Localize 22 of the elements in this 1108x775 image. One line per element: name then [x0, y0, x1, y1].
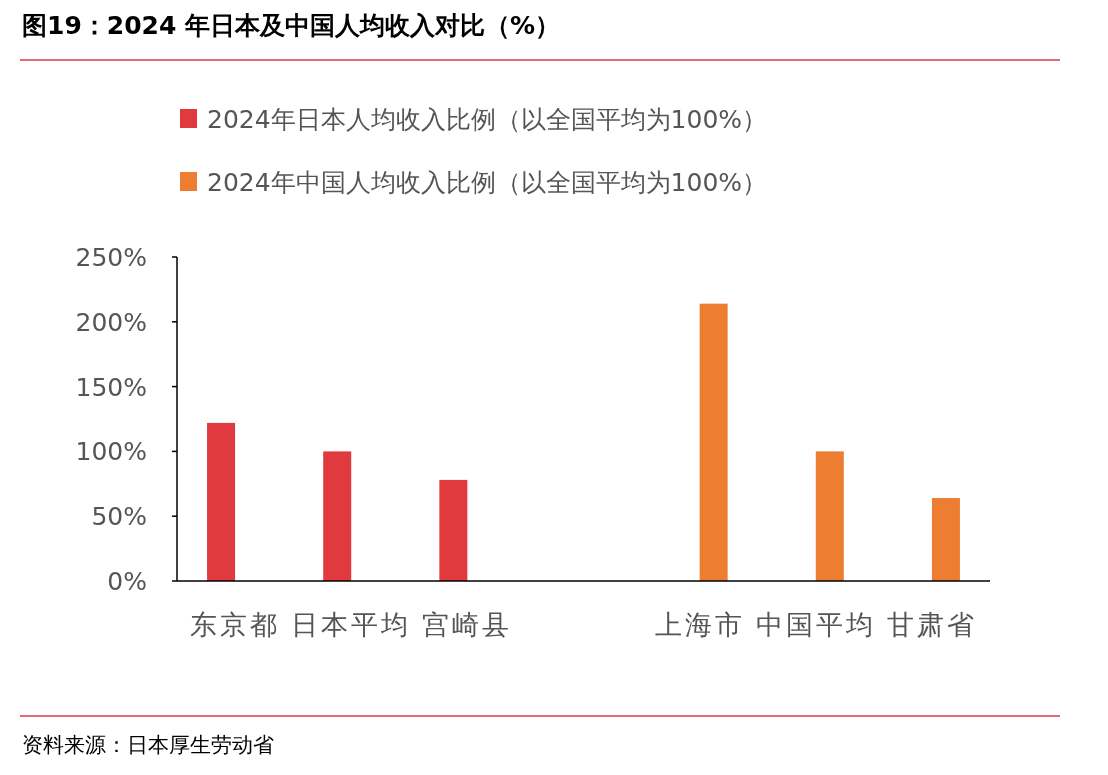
y-tick-label: 0%	[107, 567, 147, 596]
x-tick-label: 日本平均	[291, 609, 412, 640]
x-tick-label: 甘肃省	[886, 609, 977, 640]
y-tick-label: 50%	[91, 502, 147, 532]
bar	[323, 451, 352, 581]
x-tick-label: 东京都	[190, 609, 281, 640]
text: 资料来源：日本厚生劳动省	[22, 733, 274, 757]
bar	[207, 422, 236, 581]
legend-label: 2024年日本人均收入比例（以全国平均为100%）	[207, 105, 768, 134]
y-tick-label: 100%	[75, 437, 147, 467]
bar	[699, 303, 728, 581]
y-tick-label: 200%	[75, 307, 147, 337]
y-tick-label: 250%	[75, 243, 147, 272]
y-tick-label: 150%	[75, 372, 147, 402]
x-tick-label: 宫崎县	[422, 609, 513, 640]
bar	[815, 451, 844, 581]
bar	[439, 479, 468, 581]
x-tick-label: 上海市	[654, 609, 745, 640]
x-tick-label: 中国平均	[755, 609, 876, 640]
legend-label: 2024年中国人均收入比例（以全国平均为100%）	[207, 168, 768, 197]
bar	[931, 498, 960, 581]
chart-title: 图19：2024 年日本及中国人均收入对比（%）	[22, 11, 561, 40]
